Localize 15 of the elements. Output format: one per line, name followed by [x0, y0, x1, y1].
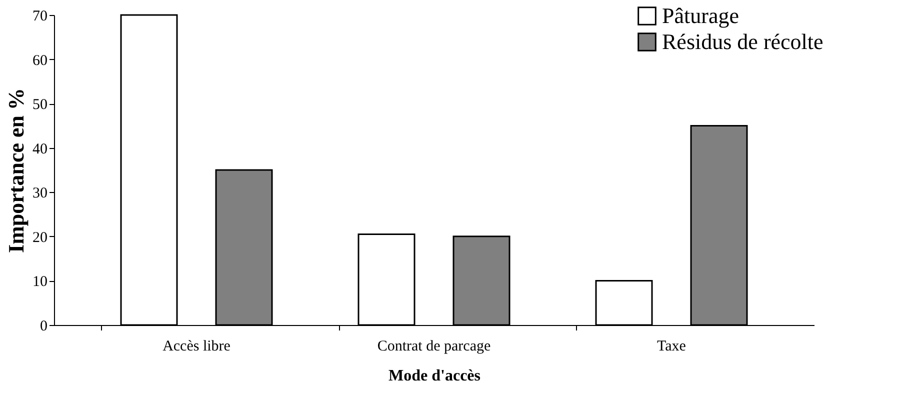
x-axis-title: Mode d'accès — [388, 368, 480, 384]
y-tick-label: 0 — [40, 318, 48, 334]
y-axis-title: Importance en % — [4, 88, 28, 253]
y-tick-label: 50 — [32, 97, 48, 114]
x-tick-label: Accès libre — [162, 338, 231, 354]
y-tick-label: 20 — [32, 230, 48, 246]
y-tick-label: 70 — [32, 8, 48, 24]
legend-label: Résidus de récolte — [662, 29, 824, 54]
y-tick-label: 10 — [32, 274, 48, 290]
y-tick-label: 40 — [32, 141, 48, 158]
y-tick-label: 30 — [32, 186, 48, 202]
legend-label: Pâturage — [662, 3, 739, 28]
x-tick-label: Contrat de parcage — [377, 338, 491, 354]
x-tick-label: Taxe — [657, 338, 686, 354]
y-tick-label: 60 — [32, 52, 48, 69]
